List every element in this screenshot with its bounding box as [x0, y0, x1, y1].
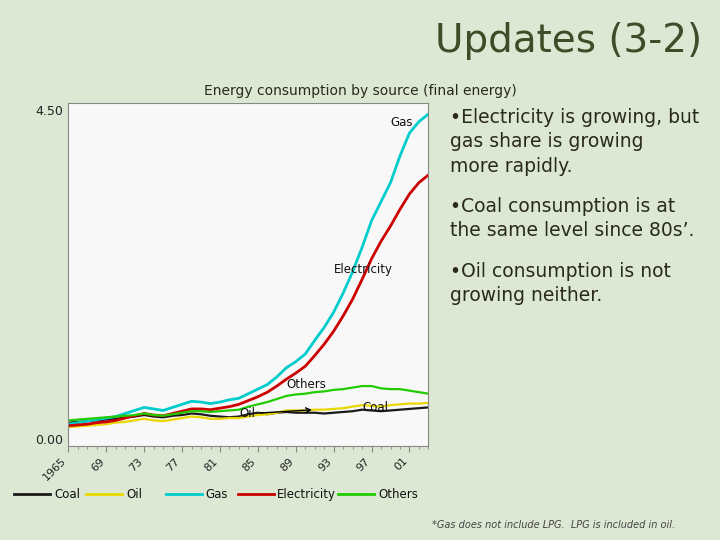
Text: 0.00: 0.00 — [35, 434, 63, 447]
Text: Gas: Gas — [205, 488, 228, 501]
Text: Updates (3-2): Updates (3-2) — [435, 22, 702, 59]
Text: Electricity: Electricity — [333, 262, 392, 275]
Text: Oil: Oil — [126, 488, 142, 501]
Text: Others: Others — [378, 488, 418, 501]
Text: *Gas does not include LPG.  LPG is included in oil.: *Gas does not include LPG. LPG is includ… — [432, 520, 675, 530]
Text: Gas: Gas — [390, 116, 413, 129]
Text: •Coal consumption is at: •Coal consumption is at — [450, 197, 675, 216]
Text: Others: Others — [287, 379, 326, 392]
Text: growing neither.: growing neither. — [450, 286, 602, 305]
Text: more rapidly.: more rapidly. — [450, 157, 572, 176]
Text: Energy consumption by source (final energy): Energy consumption by source (final ener… — [204, 84, 516, 98]
Text: Electricity: Electricity — [277, 488, 336, 501]
Text: the same level since 80s’.: the same level since 80s’. — [450, 221, 694, 240]
Text: •Oil consumption is not: •Oil consumption is not — [450, 262, 671, 281]
Text: gas share is growing: gas share is growing — [450, 132, 644, 151]
Text: •Electricity is growing, but: •Electricity is growing, but — [450, 108, 699, 127]
Text: Coal: Coal — [362, 401, 388, 414]
Text: 4.50: 4.50 — [35, 105, 63, 118]
Text: Oil: Oil — [239, 407, 310, 420]
Text: Coal: Coal — [54, 488, 80, 501]
